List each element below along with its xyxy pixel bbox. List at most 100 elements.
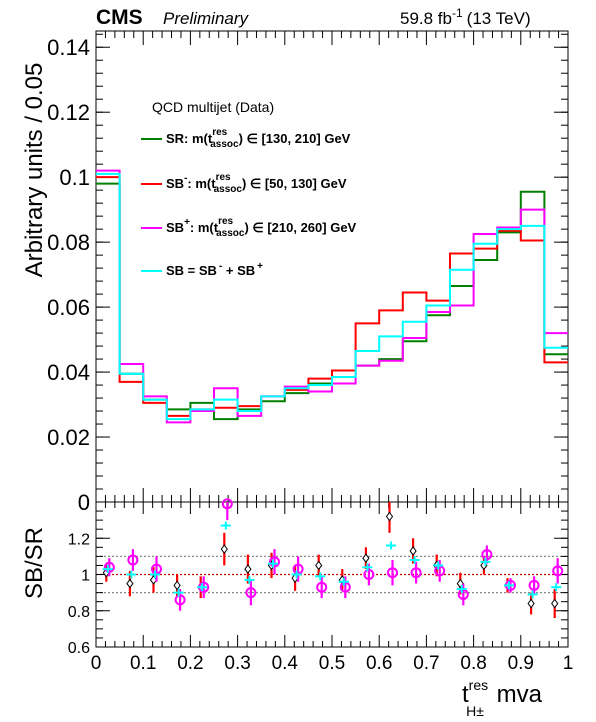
ratio-reference-lines [96, 555, 568, 594]
energy-label: (13 TeV) [467, 9, 531, 28]
legend-entry: SR: m(tres assoc) ∈ [130, 210] GeV [166, 127, 351, 150]
luminosity-label: 59.8 fb-1 (13 TeV) [400, 6, 531, 28]
distribution-x-ticks [95, 31, 569, 502]
x-axis-title: tres H± mva [462, 677, 543, 719]
ratio-y-tick-label: 0.6 [68, 640, 90, 657]
status-label: Preliminary [163, 9, 250, 28]
ratio-point-sb-sr [409, 556, 420, 564]
distribution-y-axis: 0 0.02 0.04 0.06 0.08 0.1 0.12 0.14 [47, 33, 568, 515]
x-tick-label: 0.1 [130, 653, 156, 674]
legend-text-mid: + SB [222, 263, 255, 278]
x-axis-title-main: t [462, 681, 469, 708]
ratio-point-sb-sr [269, 549, 280, 575]
legend-text-sub: assoc [210, 139, 239, 150]
legend-text-sub: assoc [214, 184, 243, 195]
ratio-point-sb-sr [385, 502, 394, 533]
distribution-panel: 0 0.02 0.04 0.06 0.08 0.1 0.12 0.14 Arbitrary u… [21, 30, 569, 515]
experiment-label: CMS [96, 6, 143, 29]
x-axis-title-post: mva [490, 681, 543, 708]
ratio-point-sb-sr [150, 570, 160, 579]
ratio-point-sb-sr [127, 549, 139, 571]
legend-title: QCD multijet (Data) [152, 99, 274, 115]
ratio-point-sb-sr [527, 590, 538, 599]
ratio-y-axis-title: SB/SR [21, 527, 48, 599]
ratio-point-sb-sr [245, 579, 257, 606]
distribution-histograms [96, 169, 568, 424]
ratio-point-sb-sr [456, 585, 467, 593]
ratio-point-sb-sr [315, 554, 323, 577]
ratio-point-sb-sr [551, 583, 562, 592]
ratio-panel: 0.6 0.8 1 1.2 0 0.1 0.2 0.3 0.4 0.5 0.6 0.7 0.8 0.9 1… [21, 498, 574, 719]
ratio-y-tick-label: 0.8 [68, 604, 90, 621]
y-tick-label: 0.06 [47, 295, 90, 320]
legend-text-pre: SB [166, 176, 184, 191]
ratio-point-sb-sr [362, 563, 373, 572]
distribution-y-axis-title: Arbitrary units / 0.05 [21, 63, 48, 278]
ratio-point-sb-sr [410, 561, 422, 584]
x-tick-label: 0.4 [272, 653, 299, 674]
ratio-point-sb-sr [481, 545, 493, 564]
legend-text-post: ) ∈ [50, 130] GeV [242, 176, 347, 191]
ratio-point-sb-sr [362, 547, 370, 570]
legend-text-post: ) ∈ [130, 210] GeV [239, 131, 351, 146]
x-tick-label: 1 [563, 653, 574, 674]
ratio-point-sb-sr [126, 570, 137, 579]
ratio-point-sb-sr [527, 592, 535, 615]
luminosity-value: 59.8 fb [400, 9, 452, 28]
ratio-point-sb-sr [220, 521, 231, 530]
ratio-point-sb-sr [386, 541, 396, 550]
histogram-sb- [96, 176, 568, 417]
x-tick-label: 0.5 [319, 653, 345, 674]
x-tick-label: 0.9 [508, 653, 534, 674]
legend: QCD multijet (Data) SR: m(tres assoc) ∈ [… [141, 99, 357, 278]
ratio-y-tick-label: 1 [81, 568, 90, 585]
x-tick-label: 0.2 [177, 653, 203, 674]
ratio-point-sb-sr [268, 559, 278, 568]
legend-entry: SB-: m(tres assoc) ∈ [50, 130] GeV [166, 172, 347, 195]
ratio-point-sb-sr [103, 558, 115, 577]
legend-text-mid: : m(t [187, 176, 216, 191]
y-tick-label: 0 [78, 490, 90, 515]
x-axis-title-sup: res [469, 677, 488, 693]
y-tick-label: 0.12 [47, 100, 90, 125]
ratio-point-sb-sr [197, 583, 208, 592]
ratio-points [102, 498, 564, 618]
ratio-x-axis: 0 0.1 0.2 0.3 0.4 0.5 0.6 0.7 0.8 0.9 1 [91, 502, 574, 674]
legend-text-post: ) ∈ [210, 260] GeV [244, 220, 356, 235]
ratio-y-tick-label: 1.2 [68, 531, 90, 548]
ratio-point-sb-sr [291, 570, 302, 579]
ratio-point-sb-sr [315, 572, 326, 581]
histogram-sb- [96, 169, 568, 424]
ratio-point-sb-sr [173, 588, 184, 597]
ratio-point-sb-sr [221, 498, 233, 521]
ratio-point-sb-sr [504, 581, 514, 590]
ratio-point-sb-sr [220, 532, 228, 566]
y-tick-label: 0.04 [47, 360, 90, 385]
legend-text-mid: : m(t [190, 220, 219, 235]
ratio-point-sb-sr [551, 589, 559, 618]
ratio-y-axis: 0.6 0.8 1 1.2 [68, 501, 568, 657]
legend-text-supB: + [257, 261, 263, 272]
x-axis-title-sub: H± [466, 703, 484, 719]
x-tick-label: 0 [91, 653, 102, 674]
ratio-point-sb-sr [552, 558, 564, 584]
y-tick-label: 0.1 [59, 165, 90, 190]
legend-text-pre: SB [166, 220, 184, 235]
y-tick-label: 0.08 [47, 230, 90, 255]
legend-entry: SB+: m(tres assoc) ∈ [210, 260] GeV [166, 216, 357, 239]
ratio-point-sb-sr [102, 565, 113, 574]
x-tick-label: 0.6 [366, 653, 392, 674]
ratio-point-sb-sr [387, 560, 398, 586]
legend-text-sub: assoc [216, 228, 245, 239]
legend-text-pre: SR: m(t [166, 131, 213, 146]
ratio-point-sb-sr [338, 577, 349, 586]
legend-text-pre: SB = SB [166, 263, 217, 278]
legend-text-sup: res [218, 216, 233, 227]
ratio-point-sb-sr [433, 561, 444, 570]
histogram-sb [96, 172, 568, 421]
ratio-point-sb-sr [316, 576, 328, 599]
x-tick-label: 0.3 [224, 653, 250, 674]
legend-text-sup: res [216, 172, 231, 183]
ratio-point-sb-sr [244, 554, 252, 584]
